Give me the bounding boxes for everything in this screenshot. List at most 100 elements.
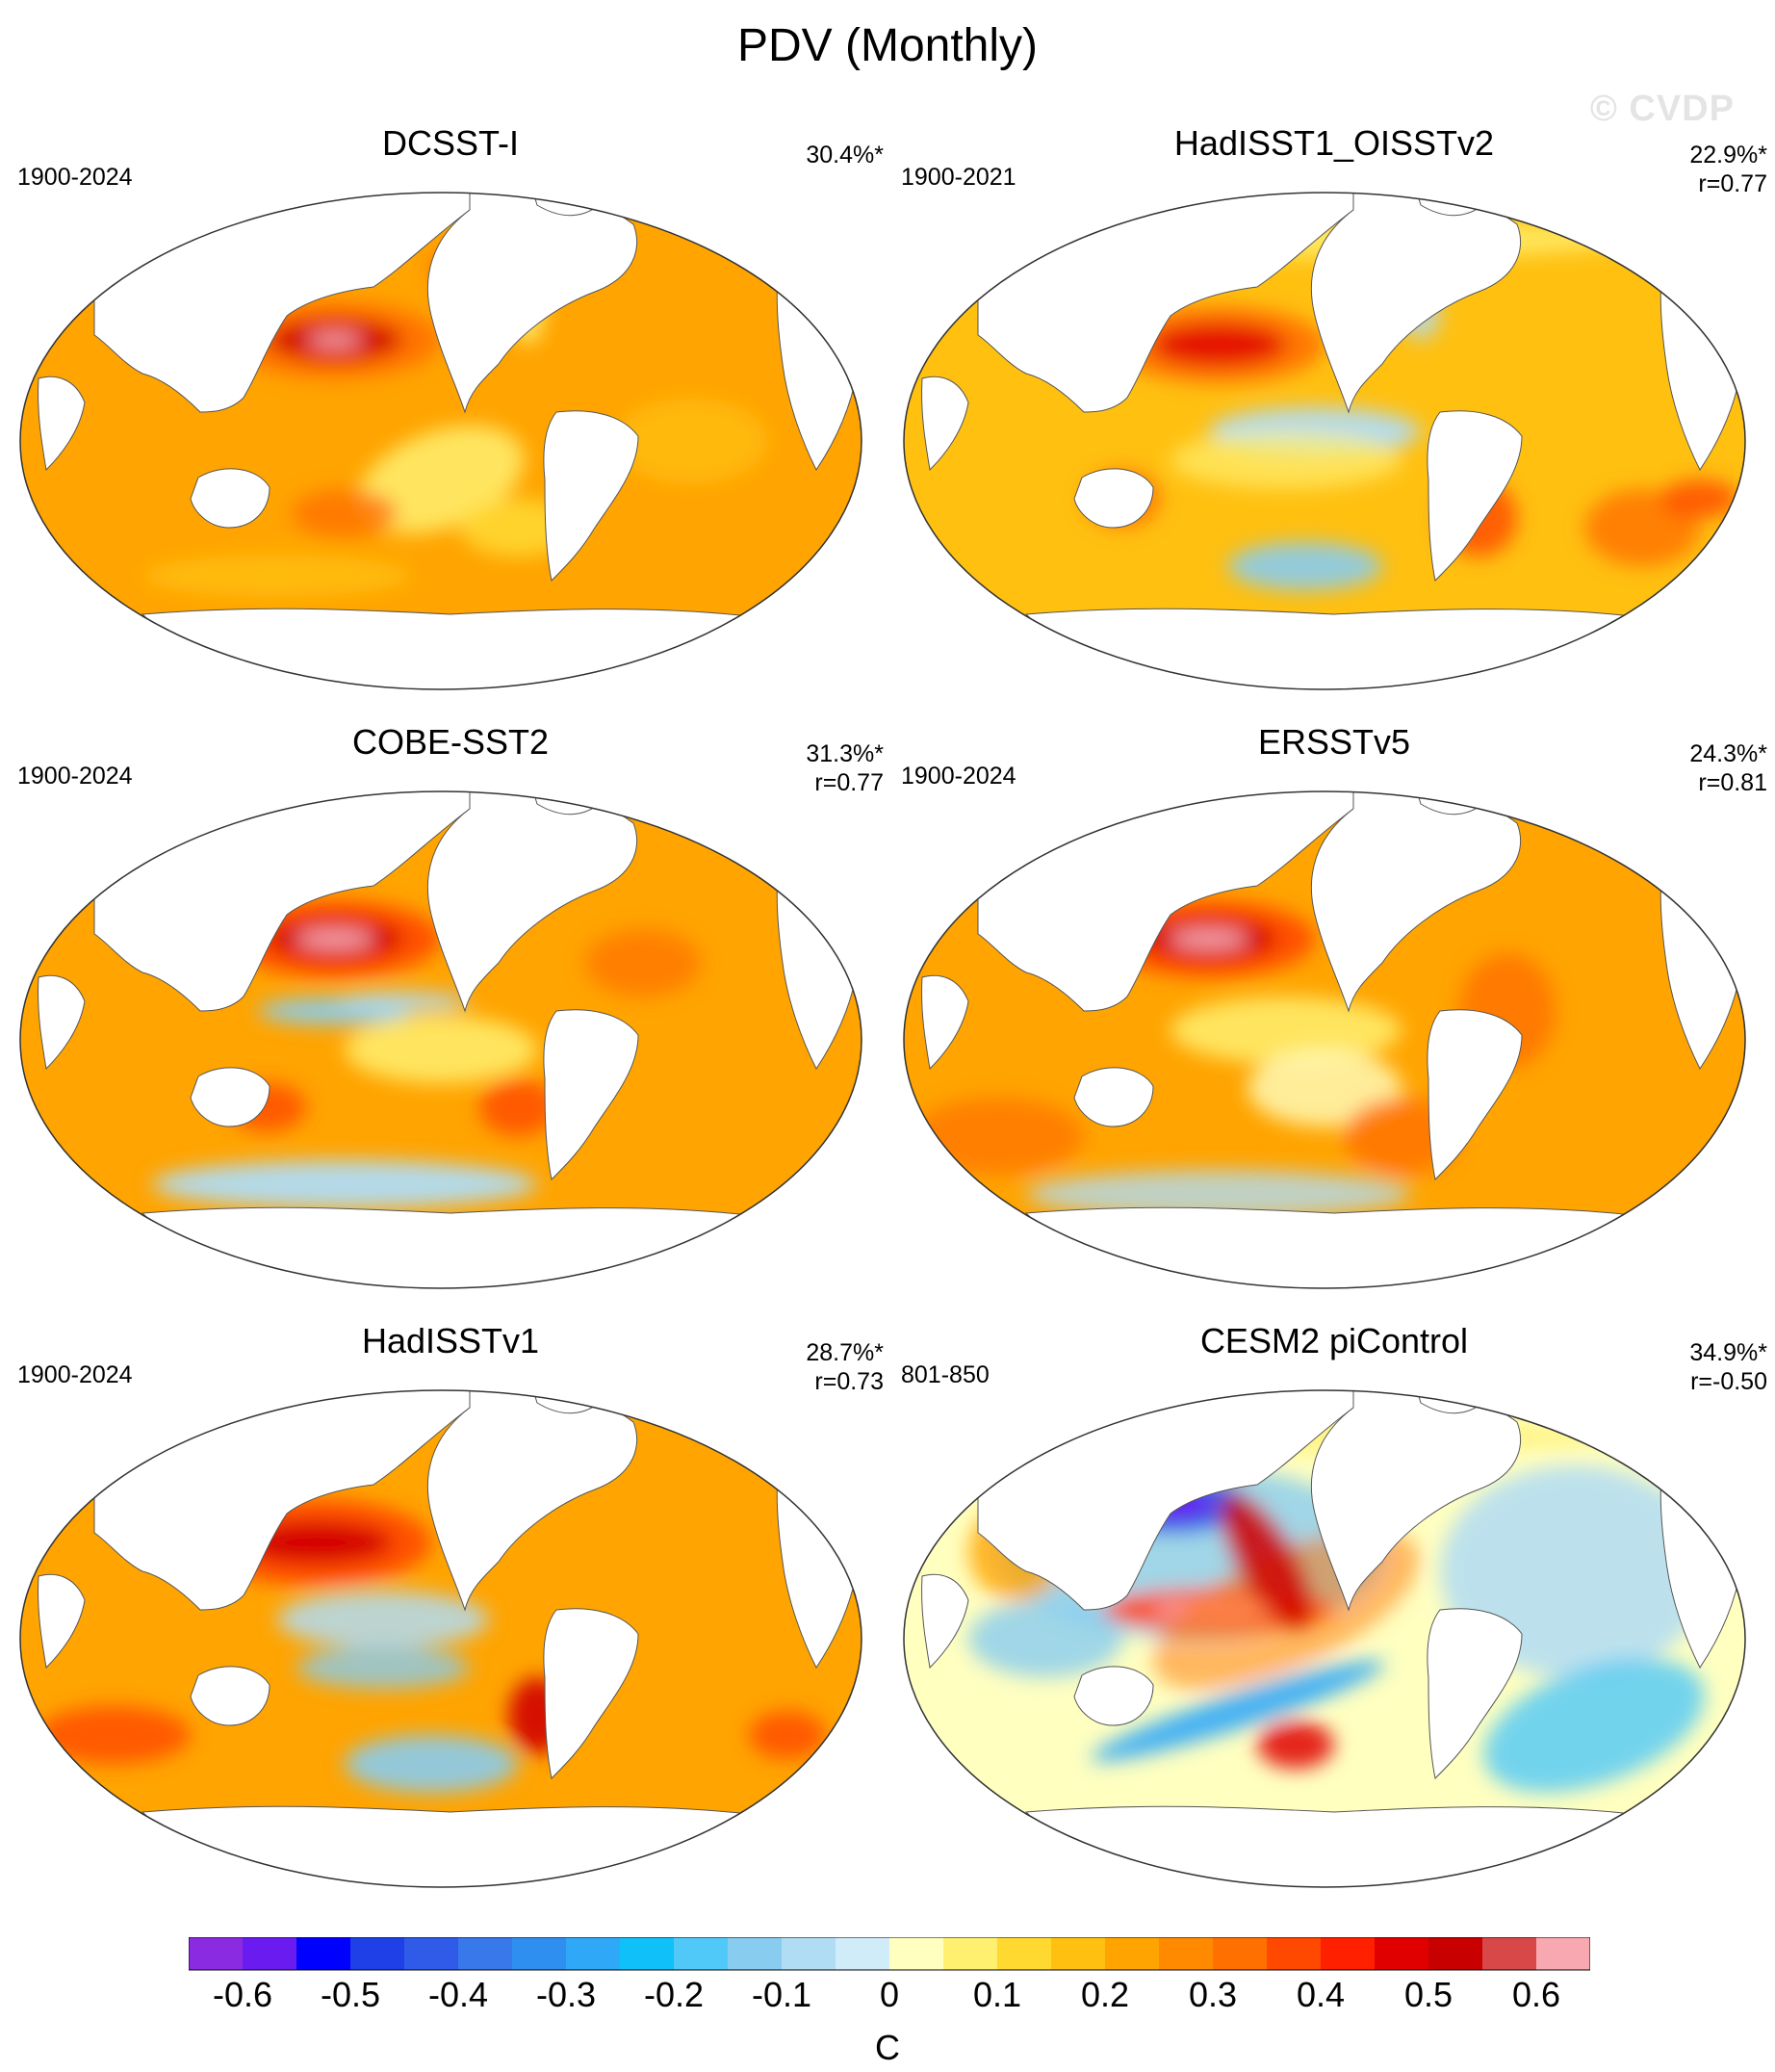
watermark-logo: © CVDP (1589, 89, 1735, 129)
colorbar-swatch (296, 1937, 351, 1970)
anomaly-region (152, 1160, 537, 1208)
colorbar-swatch (1428, 1937, 1483, 1970)
anomaly-region (1170, 997, 1402, 1064)
anomaly-region (1228, 542, 1382, 590)
panel-stats: 34.9%* r=-0.50 (1689, 1338, 1767, 1396)
colorbar-swatch (566, 1937, 621, 1970)
land-mask (1073, 1666, 1154, 1726)
anomaly-region (1248, 1049, 1402, 1127)
variance-percent: 28.7%* (806, 1339, 884, 1366)
map-border (903, 790, 1746, 1289)
variance-percent: 30.4%* (806, 142, 884, 168)
anomaly-region (1257, 1721, 1334, 1769)
anomaly-region (296, 929, 373, 948)
map-panel: HadISST1_OISSTv2 1900-2021 22.9%* r=0.77 (901, 123, 1767, 701)
colorbar-swatch (512, 1937, 567, 1970)
panel-period: 1900-2024 (17, 1361, 133, 1388)
colorbar-swatch (836, 1937, 890, 1970)
map-plot (903, 1389, 1746, 1888)
map-panel: ERSSTv5 1900-2024 24.3%* r=0.81 (901, 722, 1767, 1300)
map-plot (19, 1389, 862, 1888)
panel-period: 1900-2021 (901, 164, 1016, 191)
anomaly-region (345, 1016, 537, 1083)
panel-stats: 28.7%* r=0.73 (806, 1338, 884, 1396)
land-mask (141, 1206, 751, 1288)
anomaly-region (911, 1098, 1084, 1175)
map-panel: CESM2 piControl 801-850 34.9%* r=-0.50 (901, 1321, 1767, 1899)
land-mask (190, 1067, 270, 1127)
land-mask (1024, 1805, 1634, 1887)
colorbar-tick-label: 0.2 (1081, 1975, 1129, 2014)
pattern-correlation: r=0.77 (814, 769, 884, 796)
colorbar-swatch (943, 1937, 998, 1970)
land-mask (543, 1009, 639, 1181)
pattern-correlation: r=-0.50 (1690, 1368, 1767, 1395)
land-mask (1073, 1067, 1154, 1127)
colorbar-swatch (997, 1937, 1052, 1970)
colorbar-tick-label: -0.4 (428, 1975, 488, 2014)
anomaly-region (1661, 479, 1738, 518)
anomaly-region (296, 1646, 470, 1689)
land-mask (1073, 468, 1154, 529)
anomaly-region (749, 1711, 826, 1759)
colorbar-swatch (889, 1937, 944, 1970)
variance-percent: 24.3%* (1689, 740, 1767, 767)
panel-title: COBE-SST2 (351, 722, 550, 762)
land-mask (921, 1573, 969, 1670)
colorbar-tick-label: -0.3 (536, 1975, 596, 2014)
map-plot (903, 192, 1746, 690)
variance-percent: 31.3%* (806, 740, 884, 767)
panel-period: 1900-2024 (17, 763, 133, 790)
variance-percent: 34.9%* (1689, 1339, 1767, 1366)
anomaly-region (292, 489, 398, 537)
colorbar-unit: C (875, 2028, 900, 2067)
map-panel: COBE-SST2 1900-2024 31.3%* r=0.77 (17, 722, 884, 1300)
pattern-correlation: r=0.77 (1698, 170, 1767, 197)
colorbar-swatch (1159, 1937, 1214, 1970)
panel-title: ERSSTv5 (1257, 722, 1411, 762)
map-plot (903, 790, 1746, 1289)
land-mask (190, 468, 270, 529)
colorbar-swatch (243, 1937, 297, 1970)
map-panel: HadISSTv1 1900-2024 28.7%* r=0.73 (17, 1321, 884, 1899)
panel-stats: 31.3%* r=0.77 (806, 739, 884, 797)
colorbar-tick-label: 0.4 (1297, 1975, 1345, 2014)
land-mask (921, 974, 969, 1071)
land-mask (1427, 1608, 1523, 1780)
map-border (903, 192, 1746, 690)
map-border (19, 192, 862, 690)
anomaly-region (1170, 431, 1402, 489)
anomaly-region (335, 992, 470, 1011)
colorbar-tick-label: -0.6 (213, 1975, 272, 2014)
panel-title: HadISST1_OISSTv2 (1173, 123, 1495, 163)
colorbar-swatch (189, 1937, 244, 1970)
colorbar-swatch (1482, 1937, 1537, 1970)
panel-stats: 22.9%* r=0.77 (1689, 141, 1767, 198)
panel-period: 1900-2024 (901, 763, 1016, 790)
land-mask (38, 376, 86, 472)
anomaly-region (479, 1078, 556, 1136)
panel-title: CESM2 piControl (1199, 1321, 1469, 1360)
panel-period: 1900-2024 (17, 164, 133, 191)
panel-title: DCSST-I (381, 123, 519, 163)
colorbar-swatch (1321, 1937, 1376, 1970)
colorbar-swatch (1267, 1937, 1322, 1970)
colorbar-swatch (404, 1937, 459, 1970)
anomaly-region (585, 929, 701, 997)
colorbar-swatch (1213, 1937, 1268, 1970)
colorbar-swatch (782, 1937, 836, 1970)
panel-title: HadISSTv1 (361, 1321, 540, 1360)
land-mask (543, 410, 639, 583)
colorbar-swatch (674, 1937, 729, 1970)
colorbar-tick-label: 0 (880, 1975, 899, 2014)
map-border (19, 1389, 862, 1888)
anomaly-region (1221, 1493, 1313, 1630)
pattern-correlation (806, 169, 884, 198)
land-mask (141, 1805, 751, 1887)
land-mask (1427, 410, 1523, 583)
colorbar: -0.6 -0.5 -0.4 -0.3 -0.2 -0.1 0 0.1 0.2 0.3 0.4 0.5… (189, 1937, 1590, 2014)
land-mask (141, 608, 751, 689)
land-mask (1024, 608, 1634, 689)
map-plot (19, 790, 862, 1289)
colorbar-tick-label: 0.3 (1189, 1975, 1237, 2014)
